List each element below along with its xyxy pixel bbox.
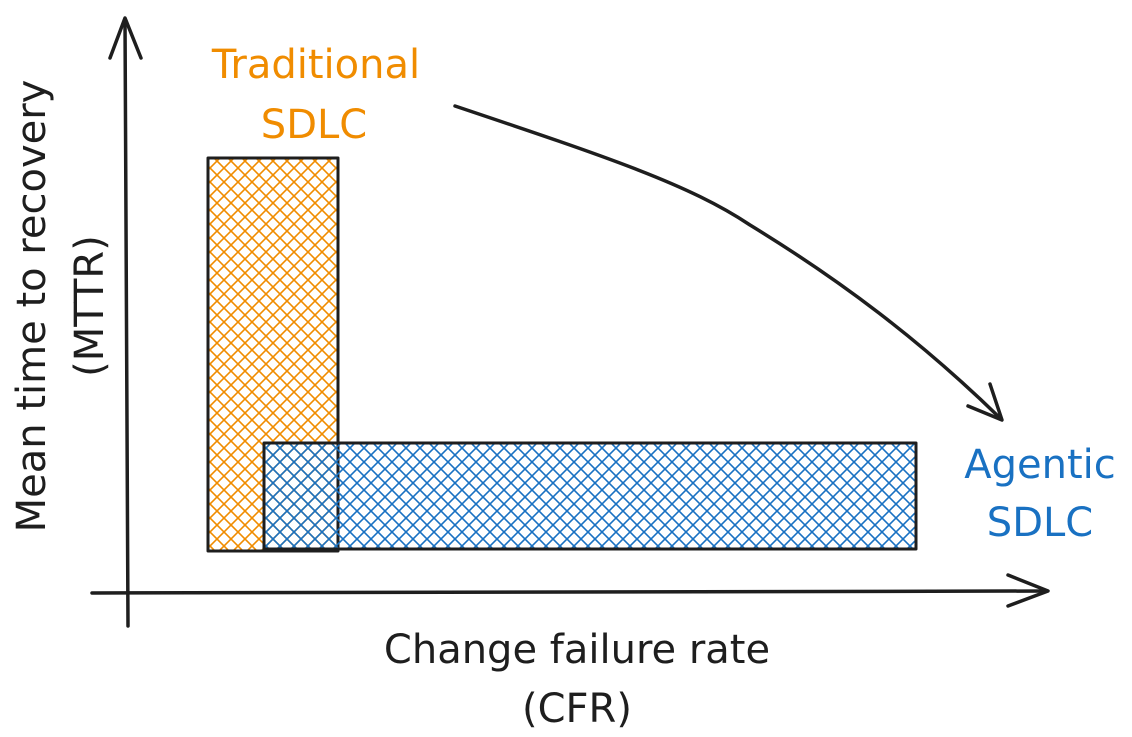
y-axis-label-line2: (MTTR) xyxy=(67,235,113,377)
agentic-region xyxy=(262,441,918,551)
traditional-label-line1: Traditional xyxy=(211,42,420,88)
x-axis-label-line2: (CFR) xyxy=(522,686,632,732)
agentic-label-line1: Agentic xyxy=(964,442,1116,488)
y-axis xyxy=(108,16,143,628)
x-axis-label-line1: Change failure rate xyxy=(384,627,770,673)
agentic-label-line2: SDLC xyxy=(987,500,1093,546)
y-axis-label-line1: Mean time to recovery xyxy=(9,80,55,533)
transition-arrow xyxy=(453,104,1004,422)
x-axis xyxy=(90,573,1050,608)
traditional-label-line2: SDLC xyxy=(261,102,367,148)
